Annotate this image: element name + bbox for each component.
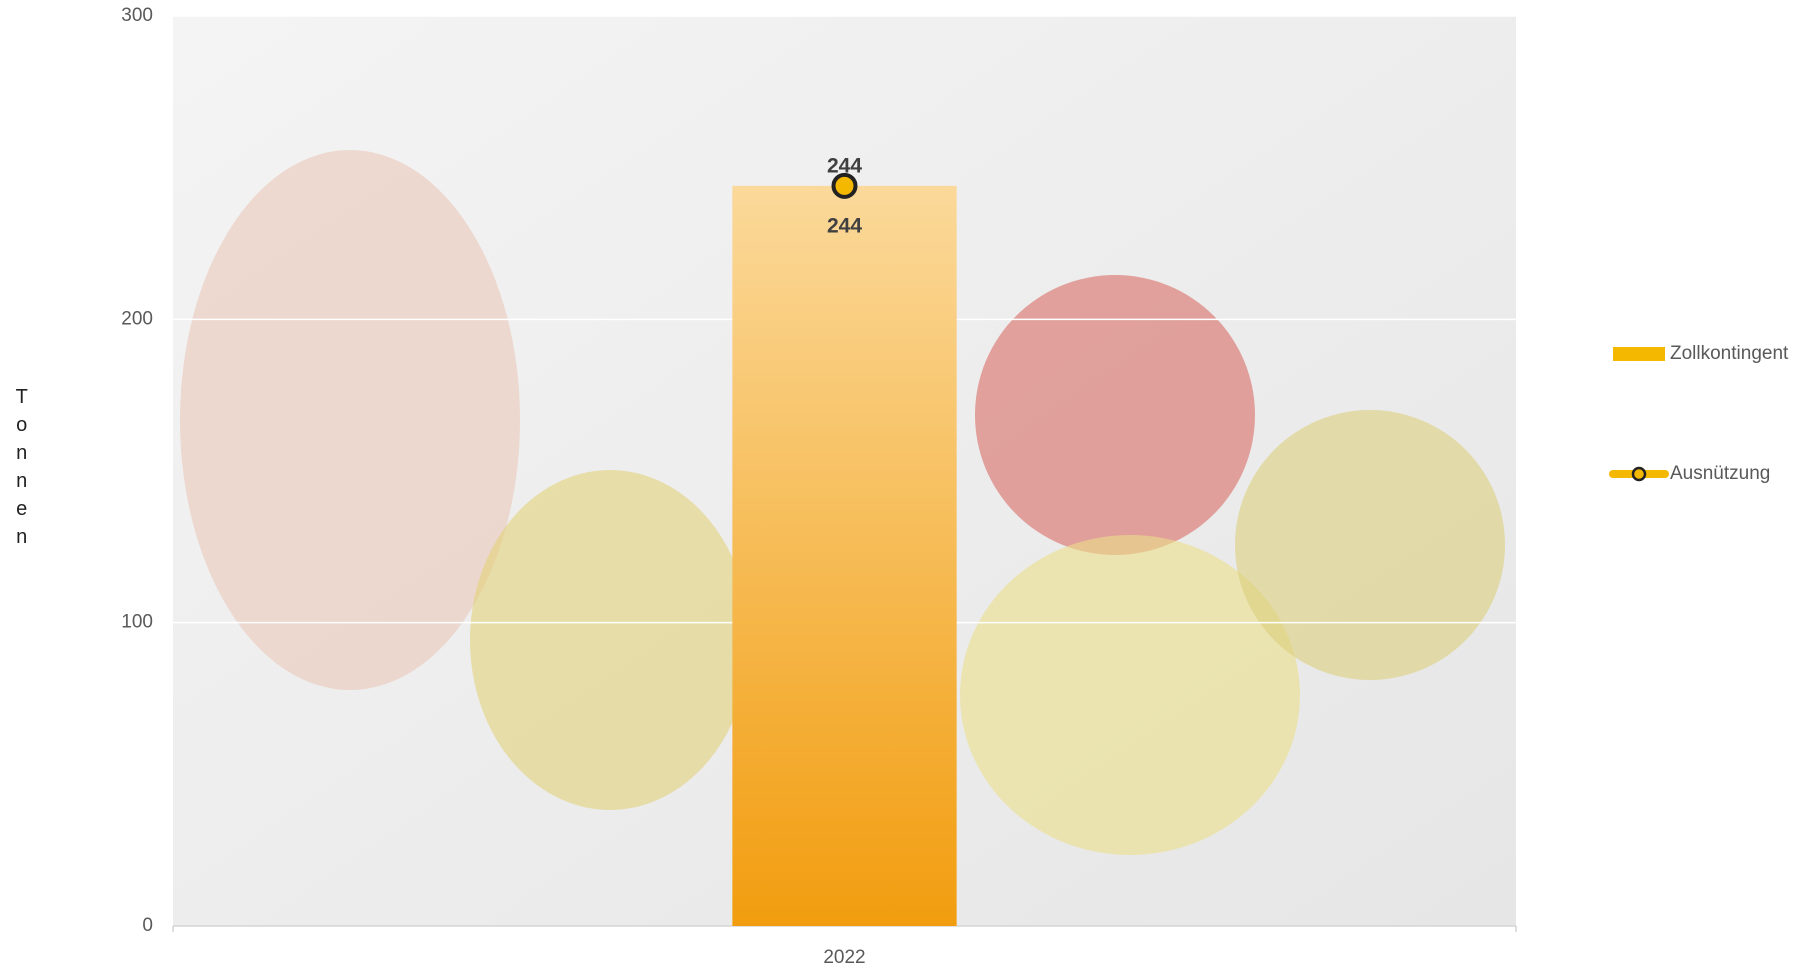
data-label: 244 <box>827 214 862 237</box>
decor <box>470 470 750 810</box>
decor <box>960 535 1300 855</box>
legend-label: Zollkontingent <box>1670 343 1789 364</box>
y-tick-label: 100 <box>121 612 153 633</box>
y-tick-label: 0 <box>142 915 153 936</box>
bar <box>732 185 957 926</box>
decor <box>975 275 1255 555</box>
legend-swatch <box>1631 466 1647 482</box>
y-tick-label: 300 <box>121 5 153 26</box>
x-tick-label: 2022 <box>823 947 865 966</box>
legend-swatch <box>1613 347 1665 361</box>
decor <box>1235 410 1505 680</box>
y-tick-label: 200 <box>121 308 153 329</box>
y-axis-label: Tonnen <box>11 386 33 554</box>
legend-label: Ausnützung <box>1670 463 1770 484</box>
data-label: 244 <box>827 154 862 177</box>
line-marker <box>831 172 858 199</box>
decor <box>180 150 520 690</box>
